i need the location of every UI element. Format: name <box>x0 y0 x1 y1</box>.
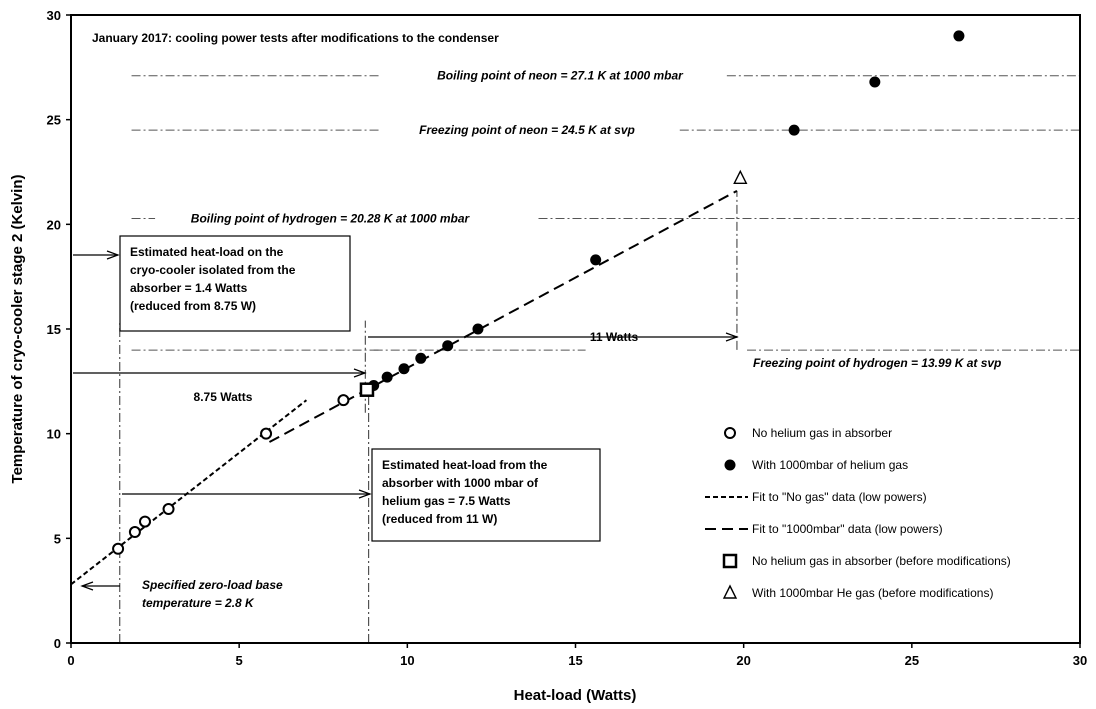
data-point-s0-0 <box>112 542 125 555</box>
reference-label-3: Freezing point of hydrogen = 13.99 K at … <box>753 356 1001 370</box>
legend-symbol-5 <box>722 584 738 599</box>
x-tick-label-0: 0 <box>67 653 74 668</box>
data-point-s5-0 <box>733 169 748 184</box>
legend: No helium gas in absorber With 1000mbar o… <box>705 426 1011 600</box>
data-point-s0-4 <box>260 427 273 440</box>
y-tick-label-1: 5 <box>54 531 61 546</box>
legend-symbol-1 <box>724 459 736 471</box>
arrow-11-head <box>725 332 739 342</box>
legend-label-3: Fit to "1000mbar" data (low powers) <box>752 522 943 536</box>
data-point-s0-2 <box>138 515 151 528</box>
arrow-isolated-head <box>106 250 120 260</box>
annotation-box-isolated-line-1: cryo-cooler isolated from the <box>130 263 296 277</box>
annotation-box-isolated-line-3: (reduced from 8.75 W) <box>130 299 256 313</box>
chart-title: January 2017: cooling power tests after … <box>92 31 499 45</box>
annotations-layer: Estimated heat-load on the cryo-cooler is… <box>73 235 739 610</box>
x-axis-title: Heat-load (Watts) <box>514 687 637 704</box>
legend-label-1: With 1000mbar of helium gas <box>752 458 908 472</box>
legend-symbol-4 <box>722 553 738 569</box>
label-11-watts: 11 Watts <box>590 330 639 344</box>
annotation-box-isolated-frame <box>119 235 351 332</box>
annotation-box-isolated-line-0: Estimated heat-load on the <box>130 245 284 259</box>
arrow-base-head <box>80 581 94 591</box>
y-tick-label-5: 25 <box>47 113 61 128</box>
legend-label-0: No helium gas in absorber <box>752 426 892 440</box>
x-tick-label-6: 30 <box>1073 653 1087 668</box>
x-tick-label-4: 20 <box>736 653 750 668</box>
legend-label-4: No helium gas in absorber (before modifi… <box>752 554 1011 568</box>
annotation-box-helium-frame <box>371 448 601 542</box>
data-point-s1-5 <box>472 323 484 335</box>
y-tick-label-3: 15 <box>47 322 61 337</box>
data-point-s1-1 <box>381 371 393 383</box>
data-point-s0-1 <box>128 526 141 539</box>
reference-lines-layer: Boiling point of neon = 27.1 K at 1000 m… <box>131 69 1080 370</box>
y-tick-label-4: 20 <box>47 217 61 232</box>
annotation-box-helium-line-0: Estimated heat-load from the <box>382 458 548 472</box>
data-point-s1-6 <box>590 254 602 266</box>
data-point-s1-4 <box>442 340 454 352</box>
data-point-s1-3 <box>415 352 427 364</box>
reference-label-1: Freezing point of neon = 24.5 K at svp <box>419 123 635 137</box>
annotation-box-helium-line-3: (reduced from 11 W) <box>382 512 497 526</box>
fit-line-2 <box>70 399 308 586</box>
guide-lines-layer <box>119 190 738 643</box>
data-point-s1-2 <box>398 363 410 375</box>
legend-label-2: Fit to "No gas" data (low powers) <box>752 490 927 504</box>
data-point-s1-9 <box>953 30 965 42</box>
reference-label-0: Boiling point of neon = 27.1 K at 1000 m… <box>437 69 684 83</box>
arrow-75-head <box>358 489 372 499</box>
reference-label-2: Boiling point of hydrogen = 20.28 K at 1… <box>191 211 471 225</box>
y-tick-label-2: 10 <box>47 427 61 442</box>
annotation-box-helium-line-2: helium gas = 7.5 Watts <box>382 494 511 508</box>
data-point-s0-3 <box>162 503 175 516</box>
base-temp-line-1: temperature = 2.8 K <box>142 596 255 610</box>
legend-label-5: With 1000mbar He gas (before modificatio… <box>752 586 993 600</box>
annotation-box-isolated-line-2: absorber = 1.4 Watts <box>130 281 248 295</box>
y-axis-title: Temperature of cryo-cooler stage 2 (Kelv… <box>9 175 26 484</box>
x-tick-label-1: 5 <box>236 653 243 668</box>
y-tick-label-0: 0 <box>54 636 61 651</box>
data-point-s0-5 <box>337 394 350 407</box>
annotation-box-helium-line-1: absorber with 1000 mbar of <box>382 476 539 490</box>
x-tick-label-2: 10 <box>400 653 414 668</box>
label-875-watts: 8.75 Watts <box>194 390 253 404</box>
data-point-s1-7 <box>788 124 800 136</box>
y-tick-label-6: 30 <box>47 8 61 23</box>
data-point-s4-0 <box>359 382 375 397</box>
x-tick-label-5: 25 <box>905 653 919 668</box>
x-tick-label-3: 15 <box>568 653 582 668</box>
base-temp-line-0: Specified zero-load base <box>142 578 283 592</box>
data-points-layer <box>112 30 965 555</box>
data-point-s1-8 <box>869 76 881 88</box>
axes-layer: 0 5 10 15 20 25 30 0 5 10 15 20 25 30 <box>47 8 1088 668</box>
arrow-875-head <box>353 368 367 378</box>
legend-symbol-0 <box>724 427 736 439</box>
